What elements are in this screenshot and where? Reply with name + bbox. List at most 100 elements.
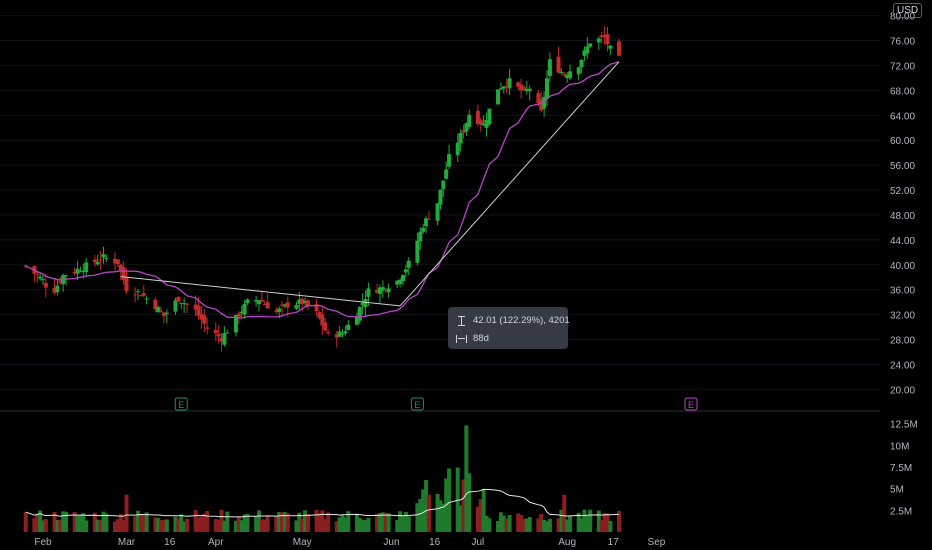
candle [254,295,259,307]
candle [317,311,322,320]
volume-bar [464,425,469,532]
candle [164,309,169,324]
volume-bar [55,519,60,532]
candle [467,109,472,130]
candle [41,273,45,285]
candle [562,71,567,77]
volume-tick-label: 7.5M [890,463,912,474]
candle [84,258,89,278]
volume-bar [182,521,187,532]
candle [118,263,123,281]
volume-bar [277,511,282,532]
trendline-2[interactable] [399,61,620,307]
volume-bar [461,479,466,532]
trendline-1[interactable] [120,276,401,307]
candle [242,300,247,319]
price-tick-label: 52.00 [890,186,915,197]
candle [406,257,411,276]
volume-bar [262,519,267,532]
volume-bar [141,515,146,532]
volume-bar [498,512,503,532]
volume-bar [144,512,149,532]
candle [545,70,549,107]
candle [202,309,207,332]
volume-moving-average-line [25,488,620,518]
price-tick-label: 40.00 [890,261,915,272]
volume-bar [225,511,230,532]
currency-badge: USD [893,3,923,18]
candle [274,306,279,315]
volume-bar [38,510,43,532]
candle [294,301,299,311]
volume-bar [596,510,601,532]
volume-bar [61,511,66,532]
candle [484,112,489,137]
candle [121,261,126,285]
volume-bar [467,473,472,532]
volume-bar [323,519,328,532]
volume-bar [35,513,40,532]
candle [487,108,492,127]
candle [458,129,463,152]
volume-bar [565,519,570,532]
volume-bar [602,512,607,532]
volume-bar [236,516,241,532]
volume-bar [415,503,420,532]
candle [447,144,452,170]
candle [395,279,400,289]
candle [323,317,328,332]
volume-bar [447,468,452,532]
volume-bar [121,520,126,532]
candle [363,290,368,317]
volume-bar [487,518,492,532]
price-range-icon [456,315,467,326]
candle [173,297,178,316]
volume-bar [84,520,89,532]
volume-bar [75,515,80,532]
candle [444,161,449,180]
volume-bar [115,519,120,532]
volume-bar [559,509,564,532]
candle [78,266,83,273]
volume-bar [78,515,83,532]
price-axis[interactable]: 80.0076.0072.0068.0064.0060.0056.0052.00… [890,12,915,397]
candle [602,25,607,45]
candle [527,85,532,101]
candle [383,288,388,294]
volume-bar [124,494,129,532]
time-tick-label: Aug [558,537,576,548]
measure-change-text: 42.01 (122.29%), 4201 [473,315,570,326]
volume-bar [582,509,587,532]
svg-text:E: E [688,400,694,410]
volume-bar [343,517,348,532]
candle [185,302,189,314]
candle [124,268,129,294]
time-tick-label: Jun [383,537,399,548]
candle [441,180,446,198]
volume-bar [161,520,166,532]
candle [182,297,187,313]
candle [133,287,138,302]
volume-bar [205,510,210,532]
candle [95,254,100,266]
candle [320,306,325,335]
candle [565,72,570,83]
volume-bar [366,517,371,532]
candle [519,78,524,99]
price-grid [0,15,880,390]
volume-bar [478,499,483,532]
candle [418,227,423,250]
moving-average-line [25,61,620,319]
volume-bar [421,489,426,532]
volume-axis[interactable]: 12.5M 10M 7.5M 5M 2.5M [890,420,918,518]
volume-bar [43,519,48,532]
volume-bar [72,511,77,532]
candle [585,37,590,59]
candle [81,263,86,279]
volume-bar [164,519,169,532]
volume-bar [245,513,250,532]
candle [556,46,561,74]
candle [43,273,48,298]
time-axis[interactable]: Feb Mar 16 Apr May Jun 16 Jul Aug 17 Sep [34,537,665,548]
